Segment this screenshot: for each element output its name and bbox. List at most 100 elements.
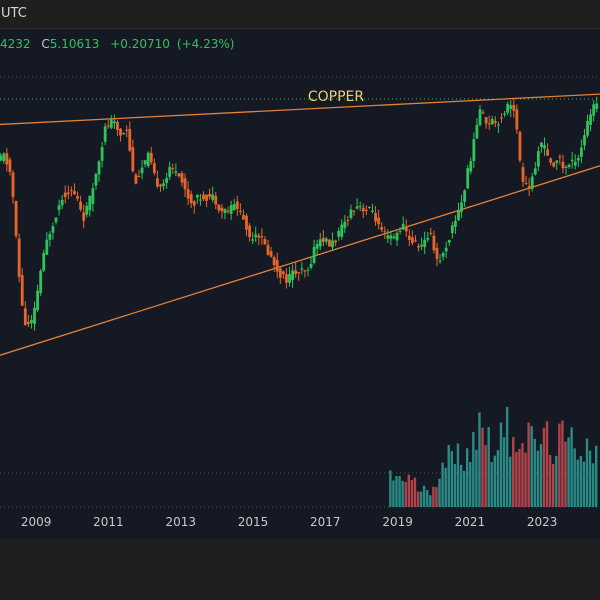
trendline [0, 165, 600, 356]
candle-body [291, 270, 294, 281]
volume-bar [459, 464, 463, 507]
candle-body [51, 226, 55, 233]
x-tick-label: 2011 [93, 515, 124, 529]
volume-bar [472, 431, 475, 507]
candle-body [5, 153, 9, 165]
volume-bar [582, 461, 586, 507]
volume-bar [530, 426, 533, 507]
candle-body [549, 158, 553, 163]
volume-bar [585, 438, 589, 507]
volume-bar [444, 467, 447, 507]
candle-body [168, 167, 172, 177]
candle-body [214, 195, 218, 205]
candle-body [570, 159, 574, 162]
candle-body [395, 232, 399, 241]
candle-body [567, 164, 571, 167]
candle-body [165, 178, 169, 183]
candle-body [497, 124, 500, 126]
candle-body [112, 121, 116, 124]
volume-bar [432, 486, 435, 507]
volume-bar [551, 463, 555, 507]
volume-bar [542, 427, 546, 507]
candle-body [478, 109, 482, 126]
volume-bar [595, 445, 598, 507]
candle-body [423, 239, 427, 248]
candle-body [300, 268, 304, 270]
candle-body [57, 205, 61, 210]
candle-body [217, 204, 221, 211]
candle-body [426, 237, 430, 240]
candle-body [392, 236, 396, 239]
candle-body [518, 131, 522, 161]
candle-body [530, 176, 534, 189]
timezone-label[interactable]: UTC [1, 6, 27, 21]
candle-body [358, 205, 362, 207]
candle-body [238, 210, 242, 212]
candle-body [94, 174, 98, 186]
candle-body [85, 205, 89, 215]
candle-body [263, 239, 267, 245]
candle-body [73, 191, 76, 195]
volume-bar [487, 427, 490, 507]
candle-body [312, 246, 316, 263]
candle-body [23, 308, 27, 325]
volume-bar [475, 449, 478, 507]
candle-body [177, 173, 181, 177]
candle-body [543, 145, 546, 149]
candle-body [140, 167, 144, 174]
volume-bar [521, 443, 524, 507]
candle-body [109, 119, 113, 128]
candle-body [39, 270, 43, 294]
volume-bar [496, 450, 500, 507]
candle-body [183, 178, 187, 190]
candle-body [69, 190, 73, 192]
candle-body [297, 272, 301, 274]
candle-body [137, 176, 141, 178]
candle-body [143, 160, 147, 165]
candle-body [398, 230, 402, 232]
candle-body [106, 125, 110, 127]
volume-bar [548, 454, 552, 507]
candle-body [195, 194, 199, 198]
volume-bar [426, 490, 429, 507]
volume-bar [435, 487, 438, 507]
candle-body [546, 149, 549, 156]
candle-body [349, 209, 353, 219]
x-tick-label: 2009 [21, 515, 52, 529]
volume-bar [524, 452, 527, 507]
volume-bar [545, 421, 549, 507]
candle-body [340, 224, 344, 237]
volume-bar [453, 464, 457, 507]
candle-body [2, 153, 6, 161]
candle-body [30, 319, 33, 324]
volume-bar [469, 461, 472, 507]
price-chart[interactable]: COPPER 2009 2011 2013 2015 2017 2019 2021 2023 [0, 29, 600, 539]
x-axis: 2009 2011 2013 2015 2017 2019 2021 2023 [21, 515, 558, 529]
volume-bar [465, 448, 469, 507]
candle-body [288, 274, 291, 283]
candle-body [371, 210, 374, 212]
candle-body [199, 199, 202, 201]
candle-body [509, 105, 513, 109]
candle-body [60, 199, 64, 206]
candle-body [573, 161, 577, 166]
change-value: +0.20710 [110, 37, 170, 51]
volume-bar [505, 406, 509, 507]
ohlc-readout: 4232 C5.10613 +0.20710 (+4.23%) [0, 37, 241, 51]
volume-bar [539, 444, 543, 507]
candle-body [328, 239, 331, 247]
candle-body [506, 104, 510, 113]
candle-body [579, 147, 583, 157]
candle-body [63, 192, 67, 198]
candle-body [192, 201, 196, 206]
candle-body [186, 189, 190, 199]
candle-body [435, 247, 439, 260]
candle-body [457, 210, 460, 221]
candle-body [91, 188, 95, 204]
candle-body [450, 225, 454, 233]
candle-body [324, 238, 328, 242]
volume-bar [508, 456, 512, 507]
candle-body [361, 207, 365, 212]
candle-body [592, 104, 596, 116]
volume-bar [389, 470, 392, 507]
